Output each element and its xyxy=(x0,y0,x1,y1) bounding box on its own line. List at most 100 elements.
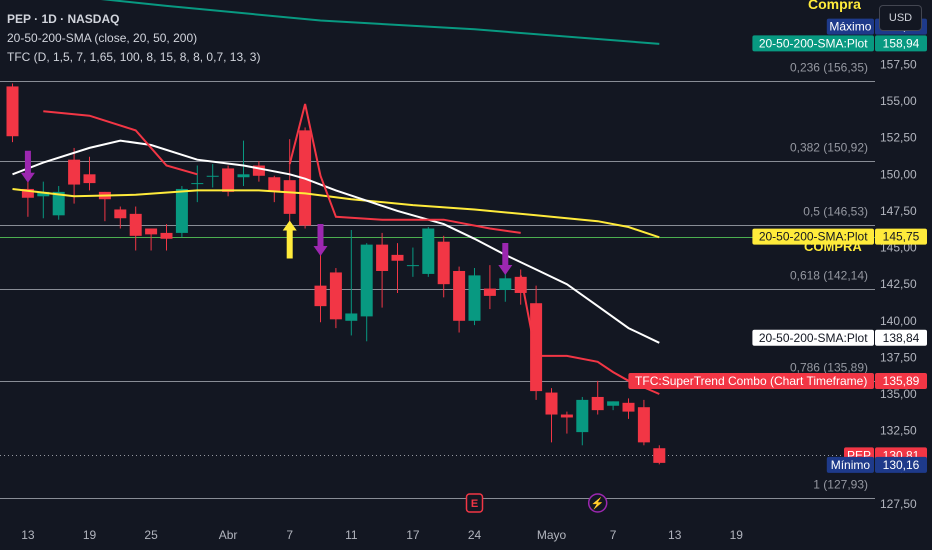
candle-body xyxy=(129,213,142,236)
fibonacci-labels: 0,236 (156,35) 0,382 (150,92) 0,5 (146,53)… xyxy=(790,61,868,492)
candle-body xyxy=(499,278,512,291)
candle xyxy=(607,401,620,411)
fib-label: 1 (127,93) xyxy=(813,478,868,492)
candle-body xyxy=(360,244,373,317)
price-tick-label: 152,50 xyxy=(880,131,917,145)
time-tick-label: 19 xyxy=(83,528,97,542)
price-name: Mínimo xyxy=(831,458,871,472)
candle-body xyxy=(653,448,666,463)
candle xyxy=(499,270,512,302)
candle-body xyxy=(483,288,496,296)
price-tick-label: 142,50 xyxy=(880,277,917,291)
candle-body xyxy=(37,191,50,197)
fib-label: 0,5 (146,53) xyxy=(803,205,868,219)
time-tick-label: 25 xyxy=(144,528,158,542)
candle xyxy=(422,227,435,277)
candle xyxy=(160,224,173,251)
price-value-box xyxy=(875,456,927,473)
price-label: 138,84 20-50-200-SMA:Plot xyxy=(752,329,927,346)
candle xyxy=(83,156,96,191)
event-symbol: E xyxy=(471,498,478,510)
time-tick-label: 11 xyxy=(345,528,358,542)
candle-body xyxy=(406,265,419,267)
sell-signal-arrow xyxy=(313,223,328,256)
price-name: 20-50-200-SMA:Plot xyxy=(759,331,868,345)
fib-label: 0,786 (135,89) xyxy=(790,361,868,375)
candle-body xyxy=(437,241,450,285)
candle xyxy=(206,164,219,188)
candle xyxy=(129,206,142,251)
price-value: 158,94 xyxy=(883,36,920,50)
candle-body xyxy=(114,209,127,219)
dividend-marker: ⚡ xyxy=(587,493,608,513)
time-tick-label: 7 xyxy=(286,528,293,542)
price-tick-label: 147,50 xyxy=(880,204,917,218)
price-name: 20-50-200-SMA:Plot xyxy=(759,36,868,50)
symbol-title[interactable]: PEP · 1D · NASDAQ xyxy=(7,12,120,26)
candle-body xyxy=(160,232,173,239)
price-name-box xyxy=(752,35,874,52)
candle xyxy=(37,181,50,219)
candle-body xyxy=(314,285,327,307)
candle xyxy=(391,243,404,293)
candle xyxy=(345,229,358,336)
time-tick-label: 17 xyxy=(406,528,420,542)
candle-body xyxy=(391,254,404,261)
candle xyxy=(329,268,342,329)
candle-body xyxy=(622,402,635,412)
candle xyxy=(453,266,466,333)
candle-body xyxy=(21,188,34,198)
candle-body xyxy=(83,174,96,184)
sma-indicator-legend[interactable]: 20-50-200-SMA (close, 20, 50, 200) xyxy=(7,31,198,45)
buy-signal-arrow xyxy=(282,220,297,259)
compra-label: COMPRA xyxy=(804,239,862,254)
candle xyxy=(283,139,296,229)
candle xyxy=(21,178,34,217)
earnings-icon xyxy=(465,493,484,513)
candle-body xyxy=(530,303,543,392)
earnings-marker: E xyxy=(465,493,484,513)
price-value-box xyxy=(875,228,927,245)
candle xyxy=(237,140,250,187)
fibonacci-levels xyxy=(0,81,875,499)
sma200-line xyxy=(100,0,660,45)
candle xyxy=(360,243,373,342)
price-value-box xyxy=(875,372,927,389)
time-tick-label: 13 xyxy=(668,528,682,542)
candle xyxy=(622,398,635,419)
indicator-lines xyxy=(12,0,660,395)
candle-body xyxy=(345,313,358,321)
candle-body xyxy=(591,396,604,411)
time-tick-label: Abr xyxy=(219,528,238,542)
price-label: 135,89 TFC:SuperTrend Combo (Chart Timefr… xyxy=(628,372,927,389)
price-name-box xyxy=(628,372,874,389)
supertrend-line xyxy=(43,110,198,176)
dividend-icon xyxy=(587,493,608,513)
candle-body xyxy=(237,174,250,178)
candle-body xyxy=(145,228,158,235)
candle-body xyxy=(329,272,342,320)
time-axis-bg xyxy=(0,520,875,550)
candle xyxy=(252,161,265,182)
price-value: 130,16 xyxy=(883,458,920,472)
candle-body xyxy=(252,165,265,176)
price-tick-label: 137,50 xyxy=(880,350,917,364)
currency-button[interactable]: USD xyxy=(879,5,922,31)
time-axis[interactable]: 13 19 25 Abr 7 11 17 24 Mayo 7 13 19 xyxy=(0,520,875,550)
tfc-indicator-legend[interactable]: TFC (D, 1,5, 7, 1,65, 100, 8, 15, 8, 8, … xyxy=(7,50,261,64)
candle xyxy=(545,388,558,443)
candle xyxy=(52,186,65,220)
price-tick-label: 135,00 xyxy=(880,387,917,401)
candle xyxy=(468,268,481,326)
price-name-box xyxy=(752,329,874,346)
price-name-box xyxy=(826,18,874,35)
price-value-box xyxy=(875,35,927,52)
fib-label: 0,618 (142,14) xyxy=(790,269,868,283)
candle-body xyxy=(68,159,81,185)
candle xyxy=(483,265,496,310)
candle xyxy=(560,411,573,434)
candle-body xyxy=(560,414,573,418)
price-tick-label: 150,00 xyxy=(880,167,917,181)
fib-label: 0,382 (150,92) xyxy=(790,141,868,155)
